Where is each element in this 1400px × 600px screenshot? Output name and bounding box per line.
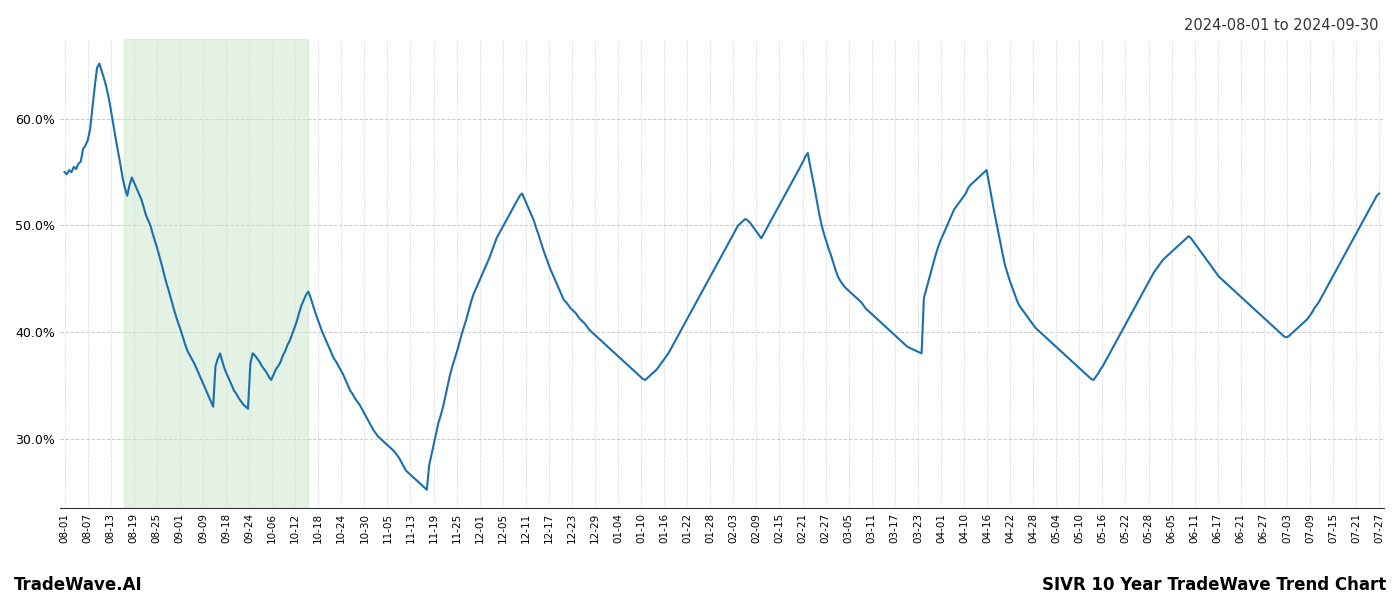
Bar: [123, 39, 308, 508]
Text: 2024-08-01 to 2024-09-30: 2024-08-01 to 2024-09-30: [1184, 18, 1379, 33]
Text: SIVR 10 Year TradeWave Trend Chart: SIVR 10 Year TradeWave Trend Chart: [1042, 576, 1386, 594]
Text: TradeWave.AI: TradeWave.AI: [14, 576, 143, 594]
